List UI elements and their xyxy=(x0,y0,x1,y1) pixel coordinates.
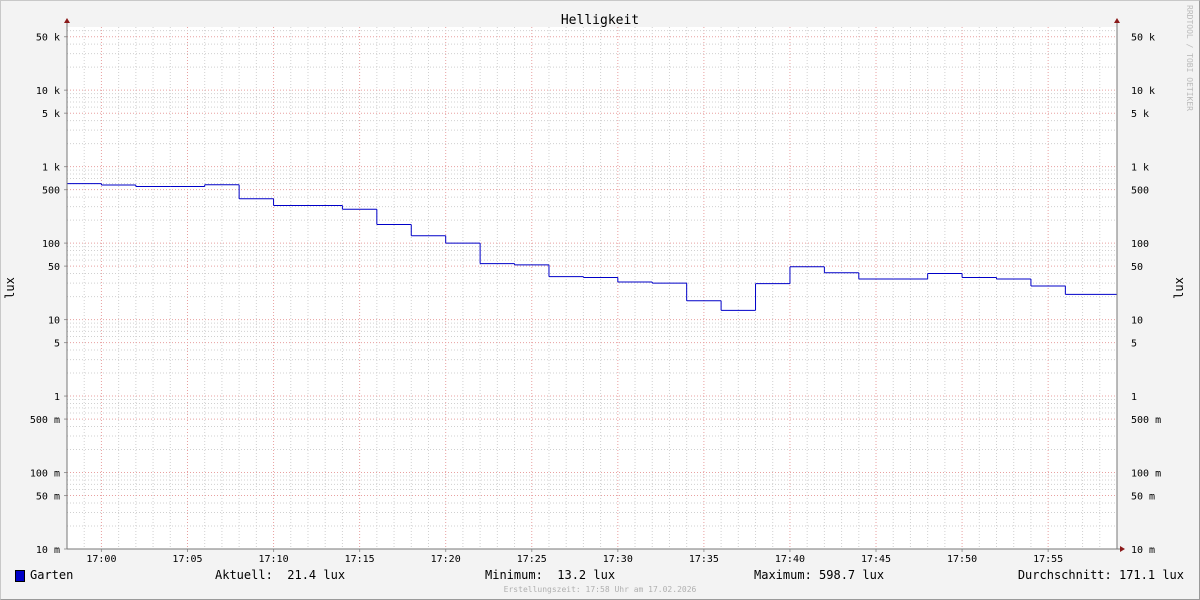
y-tick-label-left: 100 xyxy=(42,239,60,250)
x-tick-label: 17:10 xyxy=(259,554,289,565)
y-tick-label-left: 500 xyxy=(42,186,60,197)
y-tick-label-right: 100 xyxy=(1131,239,1149,250)
y-tick-label-right: 10 xyxy=(1131,316,1143,327)
legend-swatch xyxy=(15,570,25,582)
y-tick-label-left: 5 k xyxy=(42,109,60,120)
y-tick-label-right: 500 m xyxy=(1131,415,1161,426)
legend-series-name: Garten xyxy=(30,568,74,582)
y-tick-label-left: 50 xyxy=(48,262,60,273)
x-tick-label: 17:00 xyxy=(86,554,116,565)
watermark: RRDTOOL / TOBI OETIKER xyxy=(1185,5,1194,111)
x-tick-label: 17:30 xyxy=(603,554,633,565)
x-tick-label: 17:45 xyxy=(861,554,891,565)
x-tick-label: 17:50 xyxy=(947,554,977,565)
y-tick-label-right: 1 xyxy=(1131,392,1137,403)
y-tick-label-right: 500 xyxy=(1131,186,1149,197)
y-tick-label-right: 50 k xyxy=(1131,33,1155,44)
y-tick-label-left: 10 m xyxy=(36,545,60,556)
plot-area xyxy=(67,27,1117,549)
y-axis-label-left: lux xyxy=(3,277,17,299)
x-tick-label: 17:25 xyxy=(517,554,547,565)
y-tick-label-left: 10 xyxy=(48,316,60,327)
y-tick-label-left: 1 k xyxy=(42,163,60,174)
y-tick-label-right: 1 k xyxy=(1131,163,1149,174)
y-tick-label-right: 50 m xyxy=(1131,492,1155,503)
y-tick-label-right: 10 m xyxy=(1131,545,1155,556)
chart-title: Helligkeit xyxy=(561,13,639,28)
y-tick-label-right: 10 k xyxy=(1131,86,1155,97)
x-tick-label: 17:35 xyxy=(689,554,719,565)
y-axis-arrow-right xyxy=(1114,18,1120,23)
y-tick-label-left: 5 xyxy=(54,339,60,350)
y-tick-label-left: 100 m xyxy=(30,469,60,480)
legend-current: Aktuell: 21.4 lux xyxy=(215,568,346,582)
x-tick-label: 17:55 xyxy=(1033,554,1063,565)
x-tick-label: 17:05 xyxy=(172,554,202,565)
x-tick-label: 17:40 xyxy=(775,554,805,565)
y-tick-label-right: 5 xyxy=(1131,339,1137,350)
footer-timestamp: Erstellungszeit: 17:58 Uhr am 17.02.2026 xyxy=(503,585,697,594)
legend-maximum: Maximum: 598.7 lux xyxy=(754,568,885,582)
x-axis-arrow xyxy=(1120,546,1125,552)
y-tick-label-right: 5 k xyxy=(1131,109,1149,120)
legend-minimum: Minimum: 13.2 lux xyxy=(485,568,616,582)
y-tick-label-left: 50 k xyxy=(36,33,60,44)
y-tick-label-right: 50 xyxy=(1131,262,1143,273)
y-tick-label-left: 10 k xyxy=(36,86,60,97)
legend-average: Durchschnitt: 171.1 lux xyxy=(1017,568,1184,582)
y-tick-label-left: 500 m xyxy=(30,415,60,426)
y-tick-label-left: 50 m xyxy=(36,492,60,503)
x-tick-label: 17:20 xyxy=(431,554,461,565)
y-tick-label-left: 1 xyxy=(54,392,60,403)
y-axis-arrow-left xyxy=(64,18,70,23)
y-axis-label-right: lux xyxy=(1172,277,1186,299)
x-tick-label: 17:15 xyxy=(345,554,375,565)
y-tick-label-right: 100 m xyxy=(1131,469,1161,480)
